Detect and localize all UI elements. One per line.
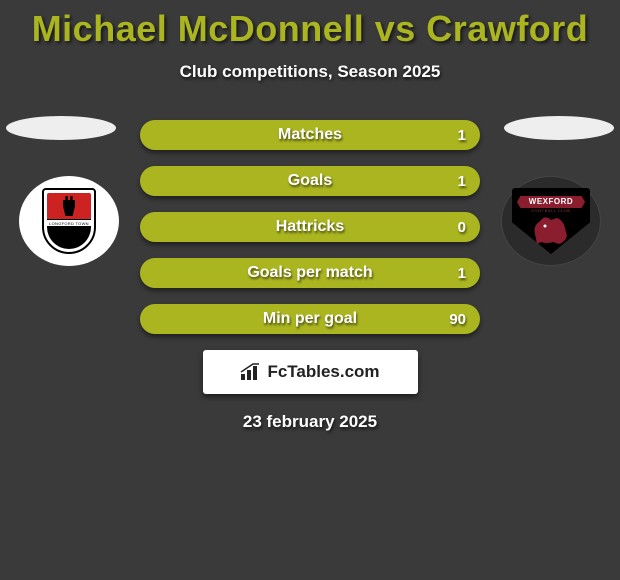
stat-bar-goals-per-match: Goals per match 1	[140, 258, 480, 288]
wolf-icon	[531, 214, 571, 246]
stat-label: Matches	[140, 126, 480, 144]
logo-text: FcTables.com	[267, 362, 379, 382]
bar-chart-icon	[240, 363, 262, 381]
stat-bar-goals: Goals 1	[140, 166, 480, 196]
wexford-crest: WEXFORD FOOTBALL CLUB	[512, 188, 590, 254]
shadow-ellipse-right	[504, 116, 614, 140]
stat-value-right: 90	[449, 311, 466, 328]
stat-label: Goals	[140, 172, 480, 190]
stat-value-right: 0	[458, 219, 466, 236]
source-logo: FcTables.com	[203, 350, 418, 394]
comparison-title: Michael McDonnell vs Crawford	[0, 0, 620, 50]
club-badge-left: LONGFORD TOWN F.C.	[19, 176, 119, 266]
stat-value-right: 1	[458, 127, 466, 144]
shadow-ellipse-left	[6, 116, 116, 140]
stat-value-right: 1	[458, 173, 466, 190]
comparison-content: LONGFORD TOWN F.C. WEXFORD FOOTBALL CLUB…	[0, 120, 620, 432]
crest-sub-text: FOOTBALL CLUB	[512, 208, 590, 213]
stat-label: Goals per match	[140, 264, 480, 282]
club-badge-right: WEXFORD FOOTBALL CLUB	[501, 176, 601, 266]
stat-bars: Matches 1 Goals 1 Hattricks 0 Goals per …	[140, 120, 480, 334]
stat-label: Min per goal	[140, 310, 480, 328]
crest-band-text: LONGFORD TOWN F.C.	[47, 219, 91, 227]
crest-banner-text: WEXFORD	[517, 196, 585, 208]
longford-crest: LONGFORD TOWN F.C.	[42, 188, 96, 254]
stat-label: Hattricks	[140, 218, 480, 236]
stat-bar-matches: Matches 1	[140, 120, 480, 150]
season-subtitle: Club competitions, Season 2025	[0, 62, 620, 82]
stat-bar-hattricks: Hattricks 0	[140, 212, 480, 242]
snapshot-date: 23 february 2025	[0, 412, 620, 432]
stat-bar-min-per-goal: Min per goal 90	[140, 304, 480, 334]
stat-value-right: 1	[458, 265, 466, 282]
